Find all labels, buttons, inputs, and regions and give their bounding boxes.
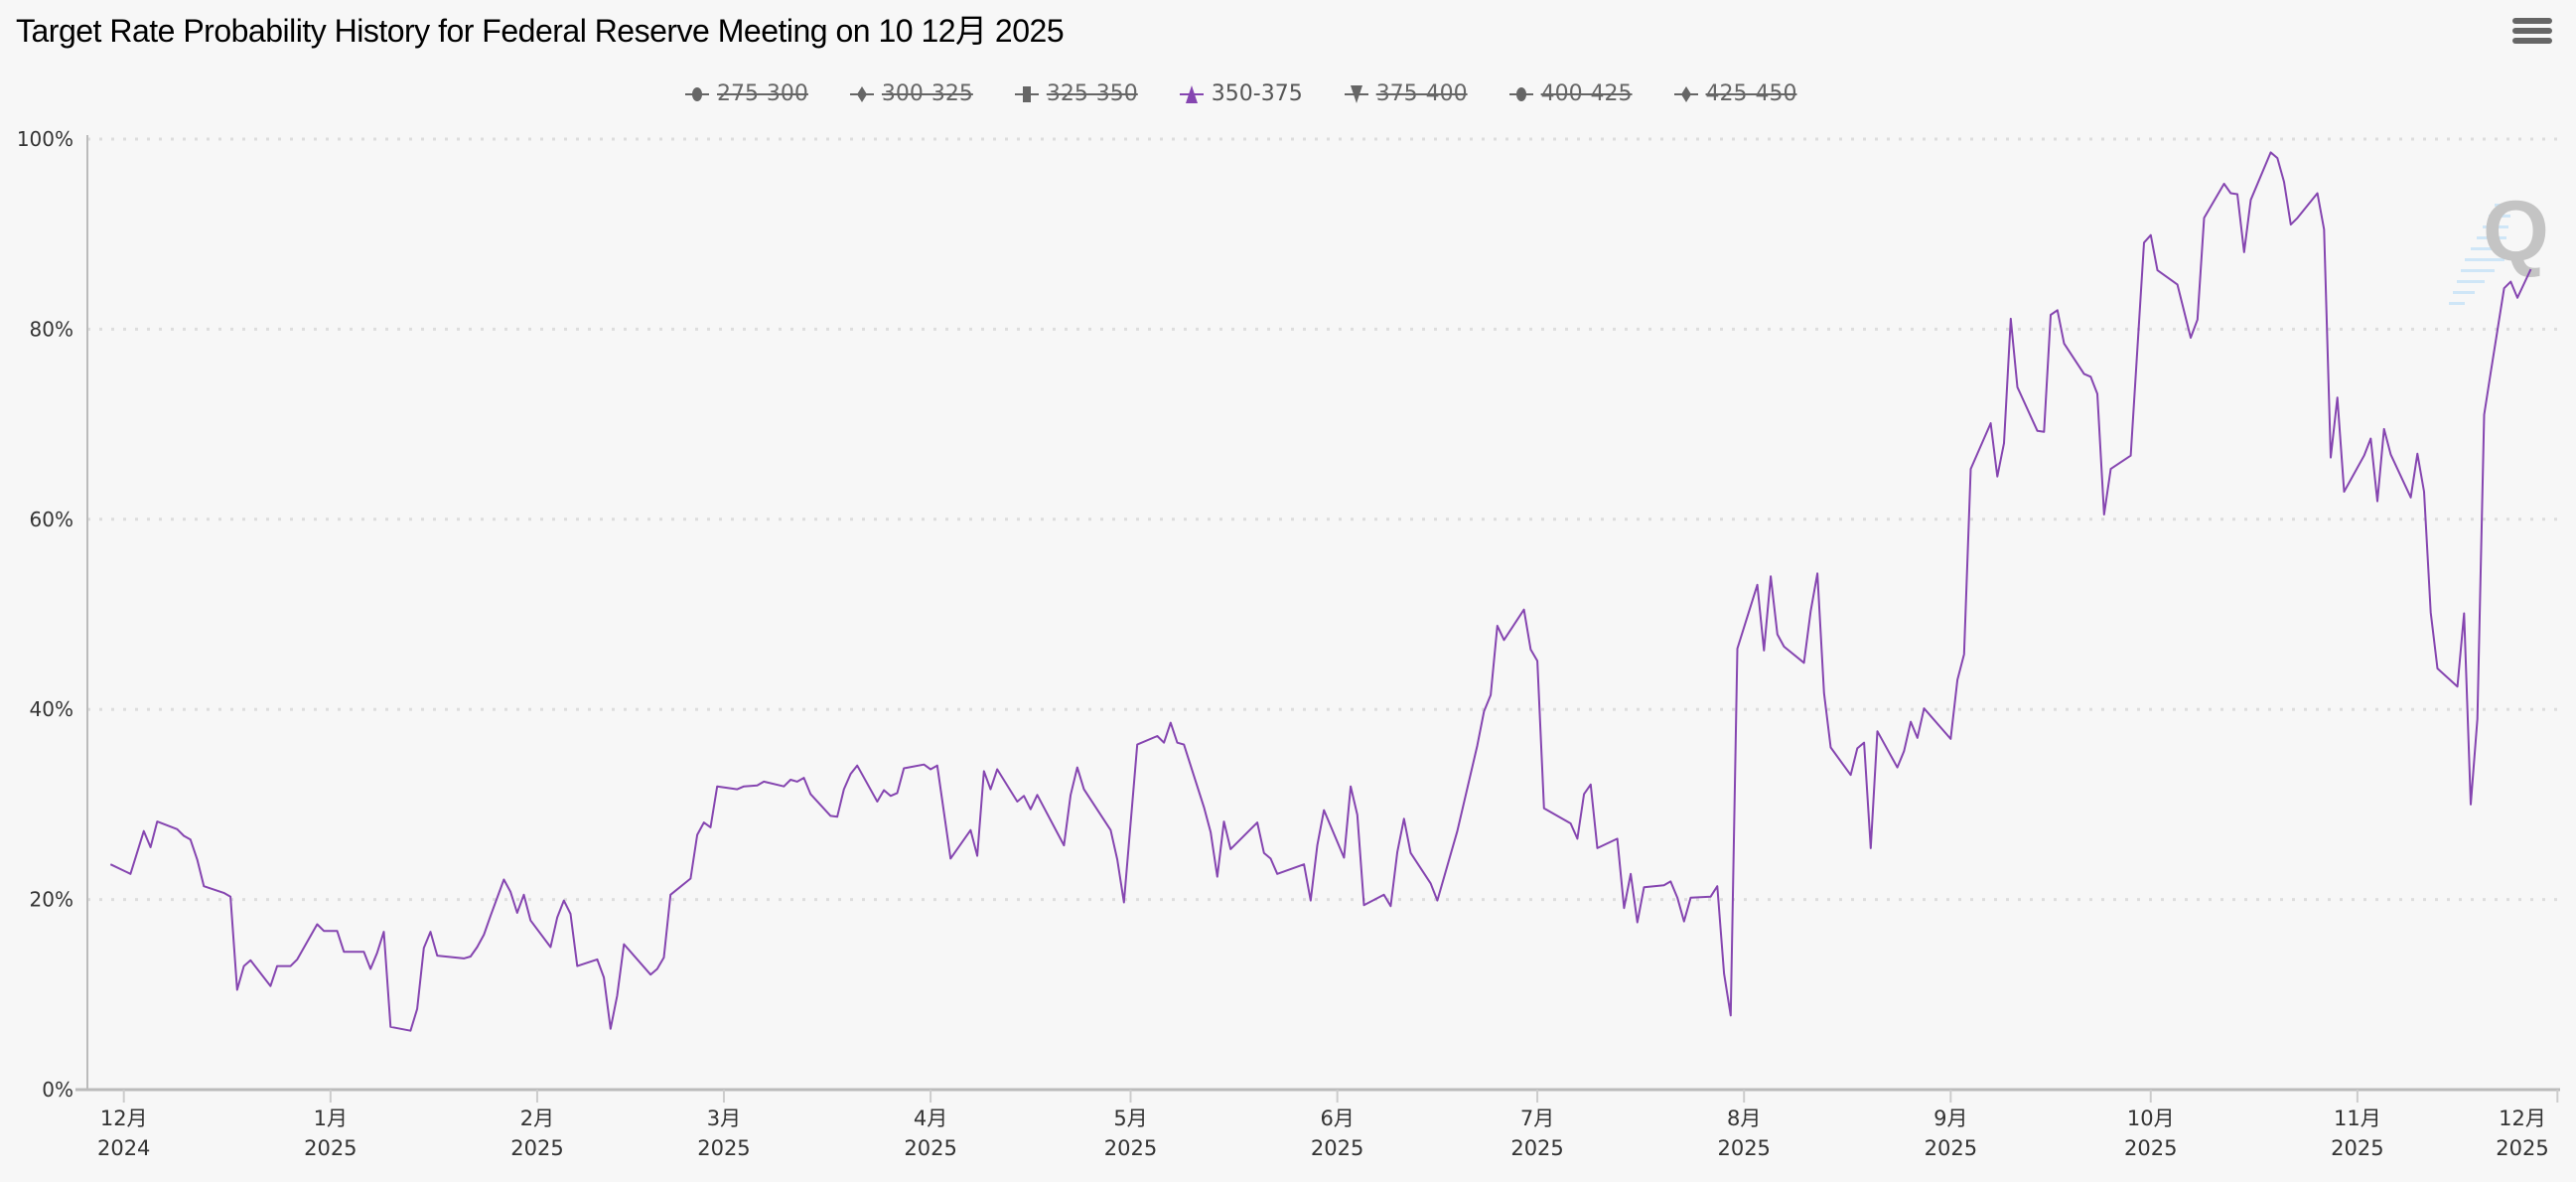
x-tick-year: 2024 xyxy=(97,1136,150,1160)
x-tick-label: 4月 2025 xyxy=(904,1107,956,1160)
x-tick-label: 5月 2025 xyxy=(1104,1107,1157,1160)
x-tick-label: 2月 2025 xyxy=(510,1107,563,1160)
legend-item-425-450[interactable]: 425-450 xyxy=(1672,81,1797,106)
legend-item-275-300[interactable]: 275-300 xyxy=(683,81,808,106)
x-tick-year: 2025 xyxy=(1717,1136,1770,1160)
triangle-marker-icon xyxy=(1179,84,1204,103)
x-tick-year: 2025 xyxy=(304,1136,357,1160)
plot-area xyxy=(109,151,2532,1032)
x-tick-month: 5月 xyxy=(1113,1107,1147,1130)
series-line-350-375[interactable] xyxy=(109,151,2532,1032)
x-tick-month: 2月 xyxy=(520,1107,554,1130)
y-tick-label: 100% xyxy=(17,127,73,151)
x-tick-year: 2025 xyxy=(904,1136,956,1160)
x-tick-year: 2025 xyxy=(1311,1136,1363,1160)
x-tick-year: 2025 xyxy=(2331,1136,2383,1160)
x-tick-month: 10月 xyxy=(2127,1107,2175,1130)
x-tick-label: 6月 2025 xyxy=(1311,1107,1363,1160)
x-tick-year: 2025 xyxy=(697,1136,750,1160)
circle-marker-icon xyxy=(685,86,709,101)
watermark-q-letter: Q xyxy=(2483,184,2549,279)
x-tick-month: 4月 xyxy=(914,1107,947,1130)
x-axis-labels: 12月 2024 1月 2025 2月 2025 3月 2025 4月 2025 5月 2025 6月 2… xyxy=(97,1107,2549,1160)
y-tick-label: 80% xyxy=(30,317,73,341)
x-tick-label: 12月 2025 xyxy=(2496,1107,2548,1160)
legend-label: 350-375 xyxy=(1211,81,1303,106)
x-tick-month: 7月 xyxy=(1520,1107,1554,1130)
x-tick-month: 1月 xyxy=(314,1107,348,1130)
x-tick-month: 6月 xyxy=(1320,1107,1354,1130)
x-tick-label: 1月 2025 xyxy=(304,1107,357,1160)
square-marker-icon xyxy=(1014,85,1039,102)
legend-item-350-375[interactable]: 350-375 xyxy=(1178,81,1303,106)
x-tick-label: 11月 2025 xyxy=(2331,1107,2383,1160)
legend-label: 275-300 xyxy=(717,81,808,106)
legend-label: 400-425 xyxy=(1540,81,1633,106)
circle-marker-icon xyxy=(1508,86,1533,101)
legend-item-375-400[interactable]: 375-400 xyxy=(1343,81,1468,106)
x-tick-month: 8月 xyxy=(1727,1107,1761,1130)
x-tick-label: 8月 2025 xyxy=(1717,1107,1770,1160)
triangle-down-marker-icon xyxy=(1344,84,1368,103)
x-tick-label: 10月 2025 xyxy=(2124,1107,2177,1160)
legend-label: 325-350 xyxy=(1046,81,1138,106)
diamond-marker-icon xyxy=(1673,85,1698,102)
x-tick-month: 9月 xyxy=(1933,1107,1967,1130)
x-tick-label: 12月 2024 xyxy=(97,1107,150,1160)
y-tick-label: 0% xyxy=(42,1078,73,1102)
hamburger-menu-icon[interactable] xyxy=(2512,18,2552,46)
watermark-logo: Q xyxy=(2449,184,2549,305)
watermark-stripes-icon xyxy=(2449,204,2512,305)
y-tick-label: 20% xyxy=(30,888,73,912)
x-tick-year: 2025 xyxy=(2124,1136,2177,1160)
x-tick-month: 11月 xyxy=(2334,1107,2381,1130)
axes xyxy=(75,135,2560,1103)
y-tick-label: 40% xyxy=(30,697,73,721)
y-axis-labels: 0% 20% 40% 60% 80% 100% xyxy=(17,127,73,1102)
gridlines xyxy=(87,137,2560,902)
x-tick-year: 2025 xyxy=(1510,1136,1563,1160)
x-tick-year: 2025 xyxy=(1104,1136,1157,1160)
legend-item-300-325[interactable]: 300-325 xyxy=(848,81,973,106)
y-tick-label: 60% xyxy=(30,508,73,531)
legend-label: 300-325 xyxy=(881,81,973,106)
legend-label: 425-450 xyxy=(1705,81,1797,106)
x-tick-year: 2025 xyxy=(1925,1136,1977,1160)
legend-item-400-425[interactable]: 400-425 xyxy=(1507,81,1633,106)
legend: 275-300 300-325 325-350 350-375 375-400 400-4… xyxy=(683,81,1796,106)
x-tick-year: 2025 xyxy=(2496,1136,2548,1160)
x-tick-year: 2025 xyxy=(510,1136,563,1160)
x-tick-month: 3月 xyxy=(707,1107,741,1130)
legend-label: 375-400 xyxy=(1375,81,1468,106)
x-tick-month: 12月 xyxy=(100,1107,148,1130)
chart-title: Target Rate Probability History for Fede… xyxy=(16,13,1065,49)
x-tick-label: 3月 2025 xyxy=(697,1107,750,1160)
x-tick-label: 7月 2025 xyxy=(1510,1107,1563,1160)
x-tick-month: 12月 xyxy=(2499,1107,2546,1130)
diamond-marker-icon xyxy=(849,85,874,102)
legend-item-325-350[interactable]: 325-350 xyxy=(1013,81,1138,106)
x-tick-label: 9月 2025 xyxy=(1925,1107,1977,1160)
